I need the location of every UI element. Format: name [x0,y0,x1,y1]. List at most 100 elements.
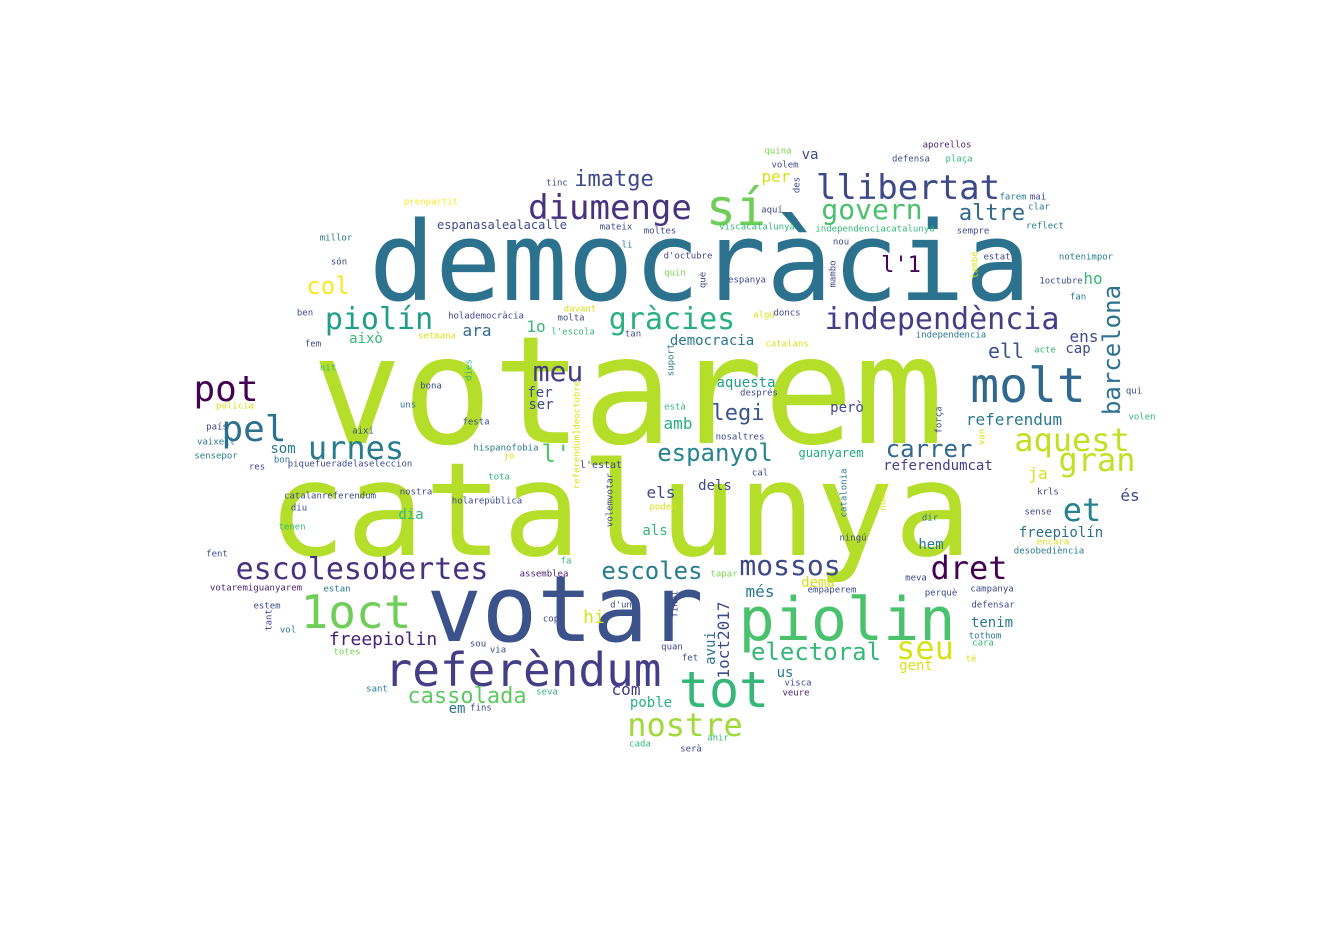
cloud-word: urnes [307,429,405,467]
cloud-word: això [349,331,383,347]
cloud-word: tan [624,329,642,340]
cloud-word: plaça [945,154,973,165]
cloud-word: catalans [765,339,809,350]
cloud-word: l'escola [551,327,595,338]
cloud-word: ho [1083,269,1103,288]
cloud-word: avui [703,631,719,665]
cloud-word: aquí [761,205,783,216]
cloud-word: fet [681,653,699,664]
cloud-word: referendum [965,410,1063,429]
cloud-word: cara [972,638,994,649]
cloud-word: són [330,257,348,268]
cloud-word: sempre [956,226,990,237]
cloud-word: col [306,272,350,300]
cloud-word: poble [629,695,673,711]
cloud-word: barcelona [1098,284,1126,416]
cloud-word: bona [420,381,442,392]
cloud-word: aquesta [716,375,776,391]
cloud-word: cop [542,614,560,625]
cloud-word: perquè [924,588,958,599]
cloud-word: des [792,176,803,194]
cloud-word: més [745,582,775,601]
cloud-word: per [761,167,791,186]
cloud-word: nostra [399,487,433,498]
cloud-word: hi [583,607,605,628]
cloud-word: què [698,271,709,289]
cloud-word: guanyarem [798,446,864,460]
cloud-word: serà [680,744,702,755]
cloud-word: sí [705,179,767,237]
cloud-word: mateix [599,222,633,233]
cloud-word: sensepor [194,451,238,462]
cloud-word: farem [999,192,1027,203]
cloud-word: ningú [839,533,867,544]
cloud-word: desobediència [1013,546,1085,557]
cloud-word: setmana [418,331,456,342]
cloud-word: hispanofobia [473,443,539,454]
cloud-word: llibertat [815,168,1001,208]
cloud-word: encara [1036,537,1070,548]
cloud-word: espanasalealacalle [436,218,568,232]
cloud-word: ara [462,321,492,340]
cloud-word: freepiolin [328,629,438,650]
cloud-word: empaperem [807,585,857,596]
cloud-word: tota [488,472,510,483]
cloud-word: nostre [627,706,743,744]
cloud-word: us [776,665,794,681]
cloud-word: notenimpor [1058,252,1114,263]
cloud-word: és [1120,486,1140,505]
cloud-word: sant [366,684,388,695]
cloud-word: molt [970,358,1086,414]
cloud-word: dels [698,478,732,494]
cloud-word: però [830,400,864,416]
cloud-word: quina [764,146,792,157]
cloud-word: piolin [738,585,956,655]
cloud-word: dia [398,507,424,523]
cloud-word: bon [273,455,291,466]
cloud-word: davant [563,304,597,315]
cloud-word: votaremiguanyarem [209,583,303,594]
cloud-word: escoles [601,557,703,585]
cloud-word: referendumcat [883,458,993,474]
cloud-word: ja [1028,464,1048,483]
cloud-word: volen [1128,412,1156,423]
cloud-word: govern [821,193,923,226]
cloud-word: cal [751,468,769,479]
cloud-word: l' [541,440,571,468]
cloud-word: sense [1024,507,1052,518]
cloud-word: viscacatalunya [719,222,795,233]
cloud-word: meu [532,355,584,388]
cloud-word: clar [1028,202,1050,213]
cloud-word: diu [290,503,308,514]
cloud-word: catalunya [267,434,973,586]
cloud-word: electoral [750,638,882,666]
cloud-word: piolín [324,302,434,337]
cloud-word: assemblea [519,569,569,580]
cloud-word: d'octubre [663,251,713,262]
cloud-word: espanyol [657,439,773,467]
cloud-word: cada [629,739,651,750]
cloud-word: diumenge [528,188,692,228]
cloud-word: dret [930,549,1008,587]
cloud-word: tant [264,609,275,631]
cloud-word: algú [753,310,775,321]
cloud-word: 1octubre [1039,276,1083,287]
cloud-word: dies [464,359,475,381]
cloud-word: fer [527,385,553,401]
cloud-word: mai [1029,192,1047,203]
cloud-word: quan [661,642,683,653]
cloud-word: ser [528,397,554,413]
cloud-word: l'estat [579,460,623,471]
cloud-word: votar [426,556,704,663]
cloud-word: dir [921,513,939,524]
cloud-word: fa [560,556,572,567]
cloud-word: jo [503,451,515,462]
cloud-word: poden [649,502,677,513]
cloud-word: carrer [885,435,973,463]
cloud-word: d'un [610,600,632,611]
cloud-word: sou [469,639,487,650]
cloud-word: imatge [574,167,654,192]
cloud-word: final [670,590,681,618]
cloud-word: pot [193,369,259,410]
